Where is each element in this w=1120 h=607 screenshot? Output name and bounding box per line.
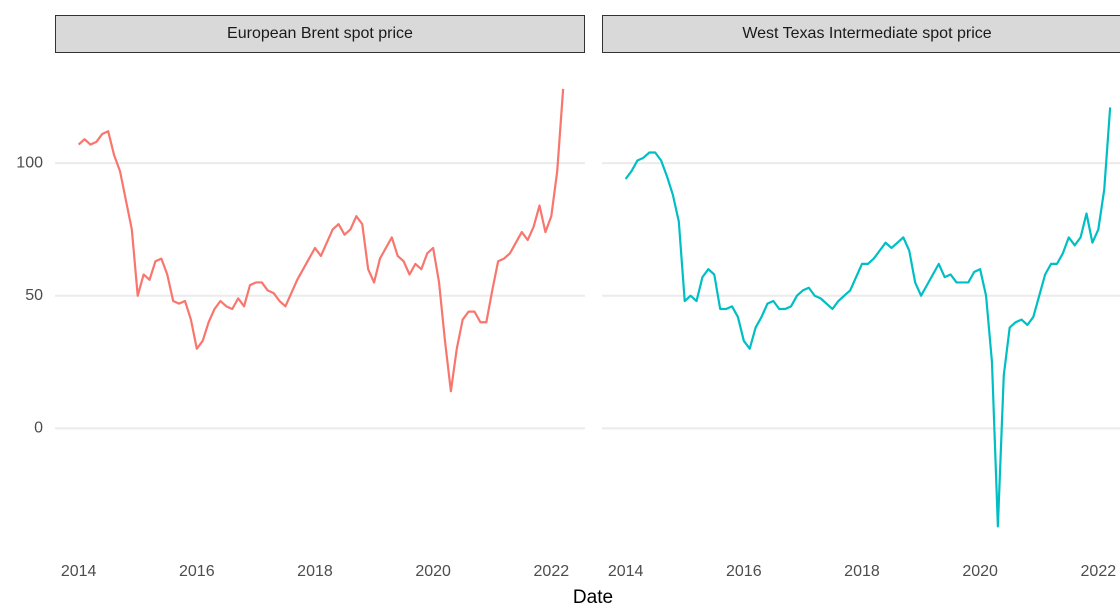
y-tick-label: 50: [25, 287, 43, 304]
y-tick-label: 0: [34, 420, 43, 437]
line: [77, 88, 565, 393]
x-tick-label: 2016: [726, 563, 762, 580]
line: [624, 107, 1112, 528]
x-tick-label: 2016: [179, 563, 215, 580]
x-tick-label: 2014: [61, 563, 97, 580]
x-tick-label: 2020: [415, 563, 451, 580]
strip-title: West Texas Intermediate spot price: [742, 25, 991, 42]
strip-title: European Brent spot price: [227, 25, 413, 42]
strip: [602, 15, 1120, 53]
x-tick-label: 2014: [608, 563, 644, 580]
x-tick-label: 2022: [1081, 563, 1117, 580]
panel: West Texas Intermediate spot price 2014 20…: [602, 15, 1120, 580]
panel: European Brent spot price 2014 2016 2018 202…: [55, 15, 585, 580]
x-tick-label: 2020: [962, 563, 998, 580]
x-tick-label: 2018: [297, 563, 333, 580]
x-axis-title: Date: [573, 587, 613, 607]
y-tick-label: 100: [16, 154, 43, 171]
x-tick-label: 2022: [534, 563, 570, 580]
x-tick-label: 2018: [844, 563, 880, 580]
strip: [55, 15, 585, 53]
